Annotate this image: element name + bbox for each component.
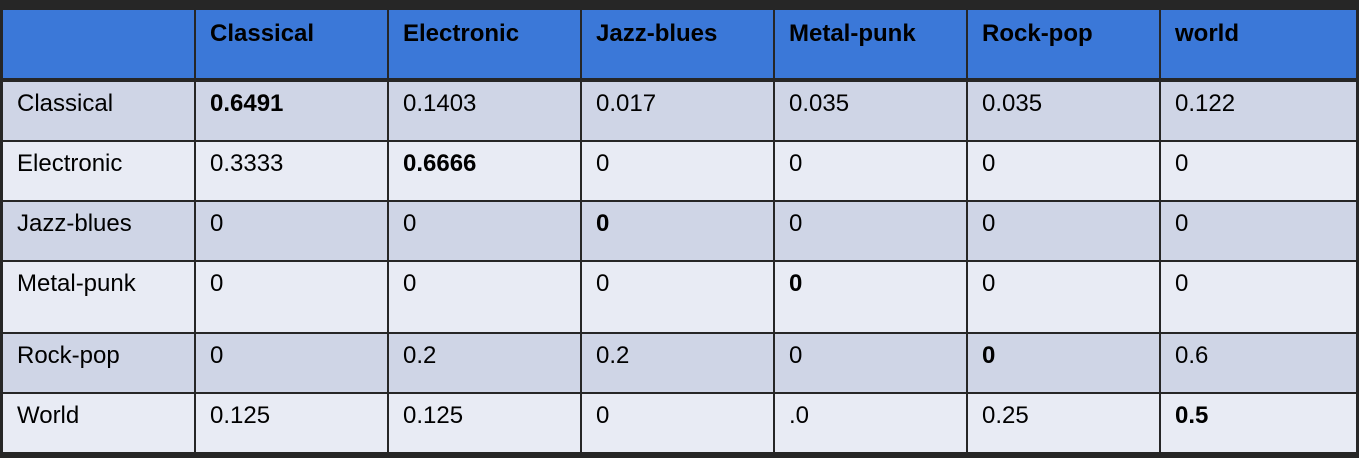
table-cell: 0 (968, 262, 1161, 334)
table-cell: 0.2 (582, 334, 775, 394)
column-header: world (1161, 10, 1356, 82)
column-header: Jazz-blues (582, 10, 775, 82)
table-cell: 0.6 (1161, 334, 1356, 394)
table-row: Rock-pop 0 0.2 0.2 0 0 0.6 (3, 334, 1356, 394)
table-cell: 0 (775, 262, 968, 334)
table-row: Jazz-blues 0 0 0 0 0 0 (3, 202, 1356, 262)
row-label: Electronic (3, 142, 196, 202)
row-label: Classical (3, 82, 196, 142)
confusion-matrix-table: Classical Electronic Jazz-blues Metal-pu… (3, 10, 1356, 454)
table-cell: 0 (582, 262, 775, 334)
corner-cell (3, 10, 196, 82)
row-label: Jazz-blues (3, 202, 196, 262)
row-label: Metal-punk (3, 262, 196, 334)
table-cell: 0.6666 (389, 142, 582, 202)
table-cell: 0.035 (775, 82, 968, 142)
table-row: Electronic 0.3333 0.6666 0 0 0 0 (3, 142, 1356, 202)
table-cell: 0 (968, 142, 1161, 202)
table-cell: 0 (968, 202, 1161, 262)
table-cell: 0.017 (582, 82, 775, 142)
table-cell: 0 (775, 142, 968, 202)
table-cell: 0 (1161, 142, 1356, 202)
table-cell: 0.3333 (196, 142, 389, 202)
table-cell: 0 (1161, 202, 1356, 262)
table-cell: 0.125 (389, 394, 582, 454)
table-row: World 0.125 0.125 0 .0 0.25 0.5 (3, 394, 1356, 454)
table-cell: 0.2 (389, 334, 582, 394)
table-cell: 0.5 (1161, 394, 1356, 454)
table-cell: 0 (196, 334, 389, 394)
table-cell: 0 (196, 202, 389, 262)
table-cell: 0 (389, 202, 582, 262)
column-header: Rock-pop (968, 10, 1161, 82)
table-cell: 0 (1161, 262, 1356, 334)
row-label: World (3, 394, 196, 454)
table-cell: 0 (775, 334, 968, 394)
header-row: Classical Electronic Jazz-blues Metal-pu… (3, 10, 1356, 82)
table-cell: 0.125 (196, 394, 389, 454)
table-cell: 0 (968, 334, 1161, 394)
table-cell: 0 (775, 202, 968, 262)
table-cell: 0 (582, 394, 775, 454)
table-cell: 0 (196, 262, 389, 334)
table-row: Classical 0.6491 0.1403 0.017 0.035 0.03… (3, 82, 1356, 142)
table-row: Metal-punk 0 0 0 0 0 0 (3, 262, 1356, 334)
table-cell: 0 (389, 262, 582, 334)
table-cell: 0 (582, 142, 775, 202)
column-header: Classical (196, 10, 389, 82)
confusion-matrix-frame: Classical Electronic Jazz-blues Metal-pu… (3, 10, 1356, 456)
column-header: Metal-punk (775, 10, 968, 82)
table-cell: 0.035 (968, 82, 1161, 142)
table-cell: 0.122 (1161, 82, 1356, 142)
table-cell: 0.25 (968, 394, 1161, 454)
table-cell: 0.6491 (196, 82, 389, 142)
column-header: Electronic (389, 10, 582, 82)
table-cell: 0 (582, 202, 775, 262)
row-label: Rock-pop (3, 334, 196, 394)
table-cell: 0.1403 (389, 82, 582, 142)
table-cell: .0 (775, 394, 968, 454)
